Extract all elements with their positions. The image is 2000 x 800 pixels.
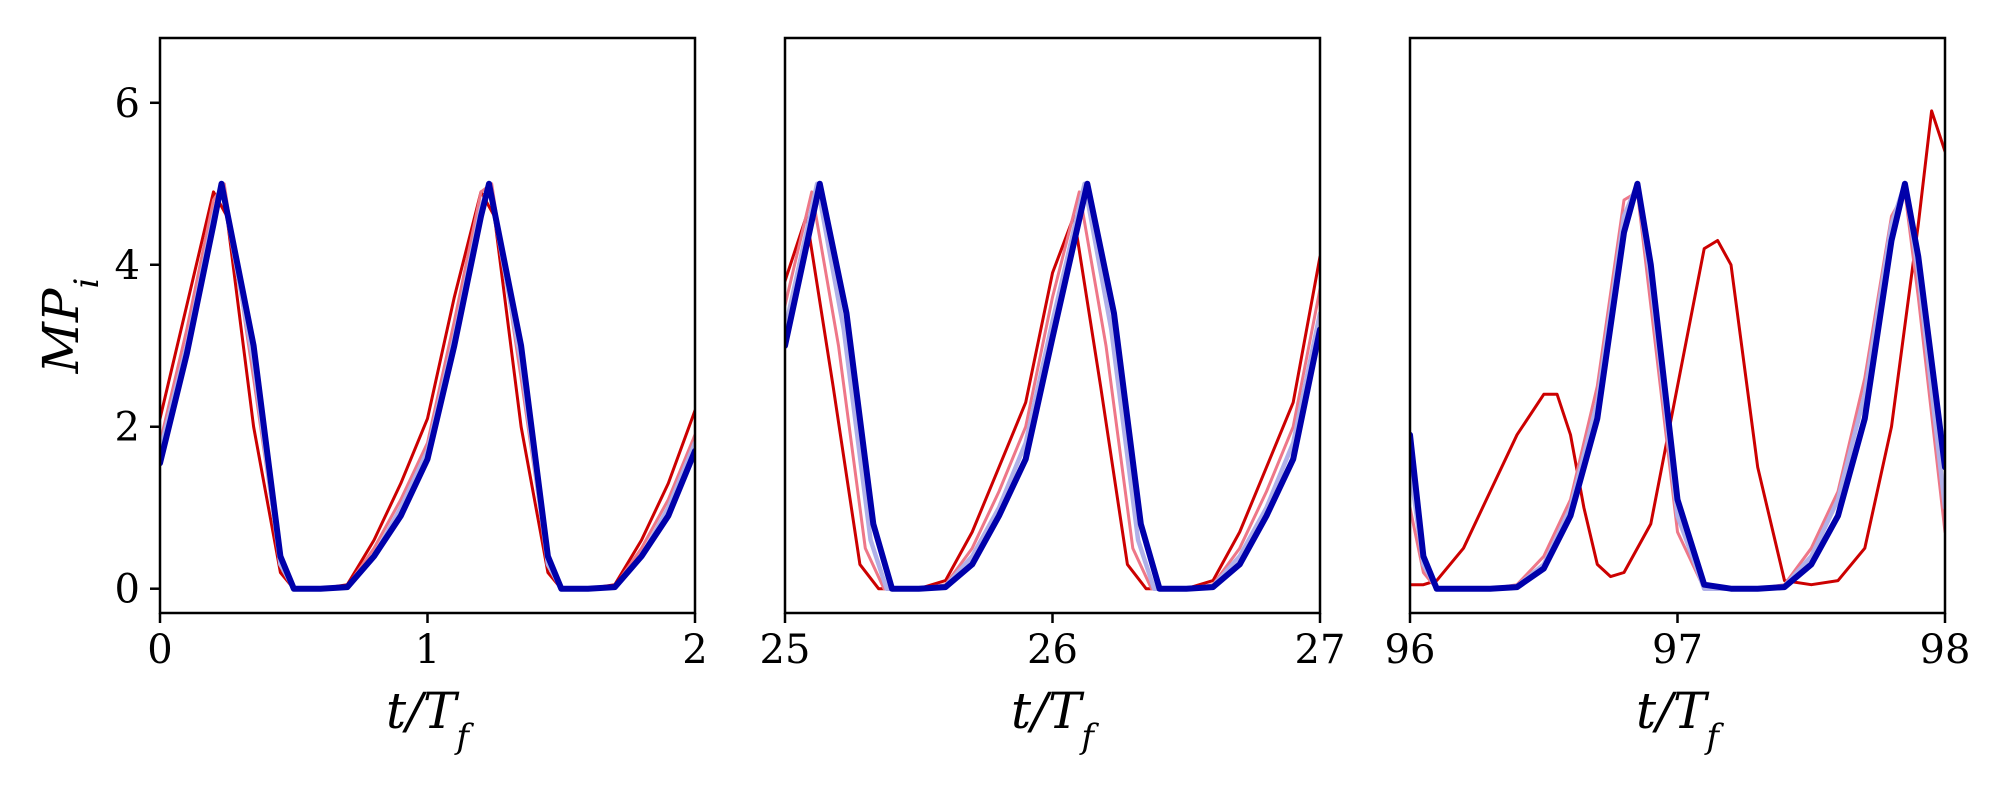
- series-group: [785, 180, 1320, 592]
- series-line-2: [160, 182, 695, 591]
- x-tick-label: 1: [415, 627, 440, 673]
- panel-1: 0 1 2 0 2 4 6 t/Tf MPi: [32, 36, 708, 757]
- x-axis-label: t/Tf: [1636, 682, 1724, 757]
- x-tick-label: 96: [1385, 627, 1436, 673]
- x-tick-label: 98: [1920, 627, 1971, 673]
- x-tick-label: 25: [760, 627, 811, 673]
- x-tick-label: 97: [1652, 627, 1703, 673]
- series-group: [1410, 109, 1945, 592]
- series-line-4: [1410, 180, 1945, 592]
- x-axis-label: t/Tf: [386, 682, 474, 757]
- y-tick-label: 0: [115, 567, 140, 613]
- series-line-1: [1410, 109, 1945, 587]
- x-tick-label: 0: [147, 627, 172, 673]
- y-tick-label: 6: [115, 81, 140, 127]
- series-line-1: [785, 214, 1320, 591]
- y-tick-label: 2: [115, 405, 140, 451]
- x-tick-label: 2: [682, 627, 707, 673]
- x-tick-label: 26: [1027, 627, 1078, 673]
- series-line-1: [160, 190, 695, 591]
- series-line-4: [785, 180, 1320, 592]
- panel-2: 25 26 27 t/Tf: [760, 36, 1346, 757]
- series-line-4: [160, 180, 695, 592]
- series-group: [160, 180, 695, 592]
- series-line-2: [785, 190, 1320, 591]
- x-axis-label: t/Tf: [1011, 682, 1099, 757]
- x-tick-label: 27: [1295, 627, 1346, 673]
- y-tick-label: 4: [115, 243, 140, 289]
- series-line-3: [160, 181, 695, 591]
- panel-3: 96 97 98 t/Tf: [1385, 36, 1971, 757]
- y-axis-label: MPi: [32, 278, 107, 375]
